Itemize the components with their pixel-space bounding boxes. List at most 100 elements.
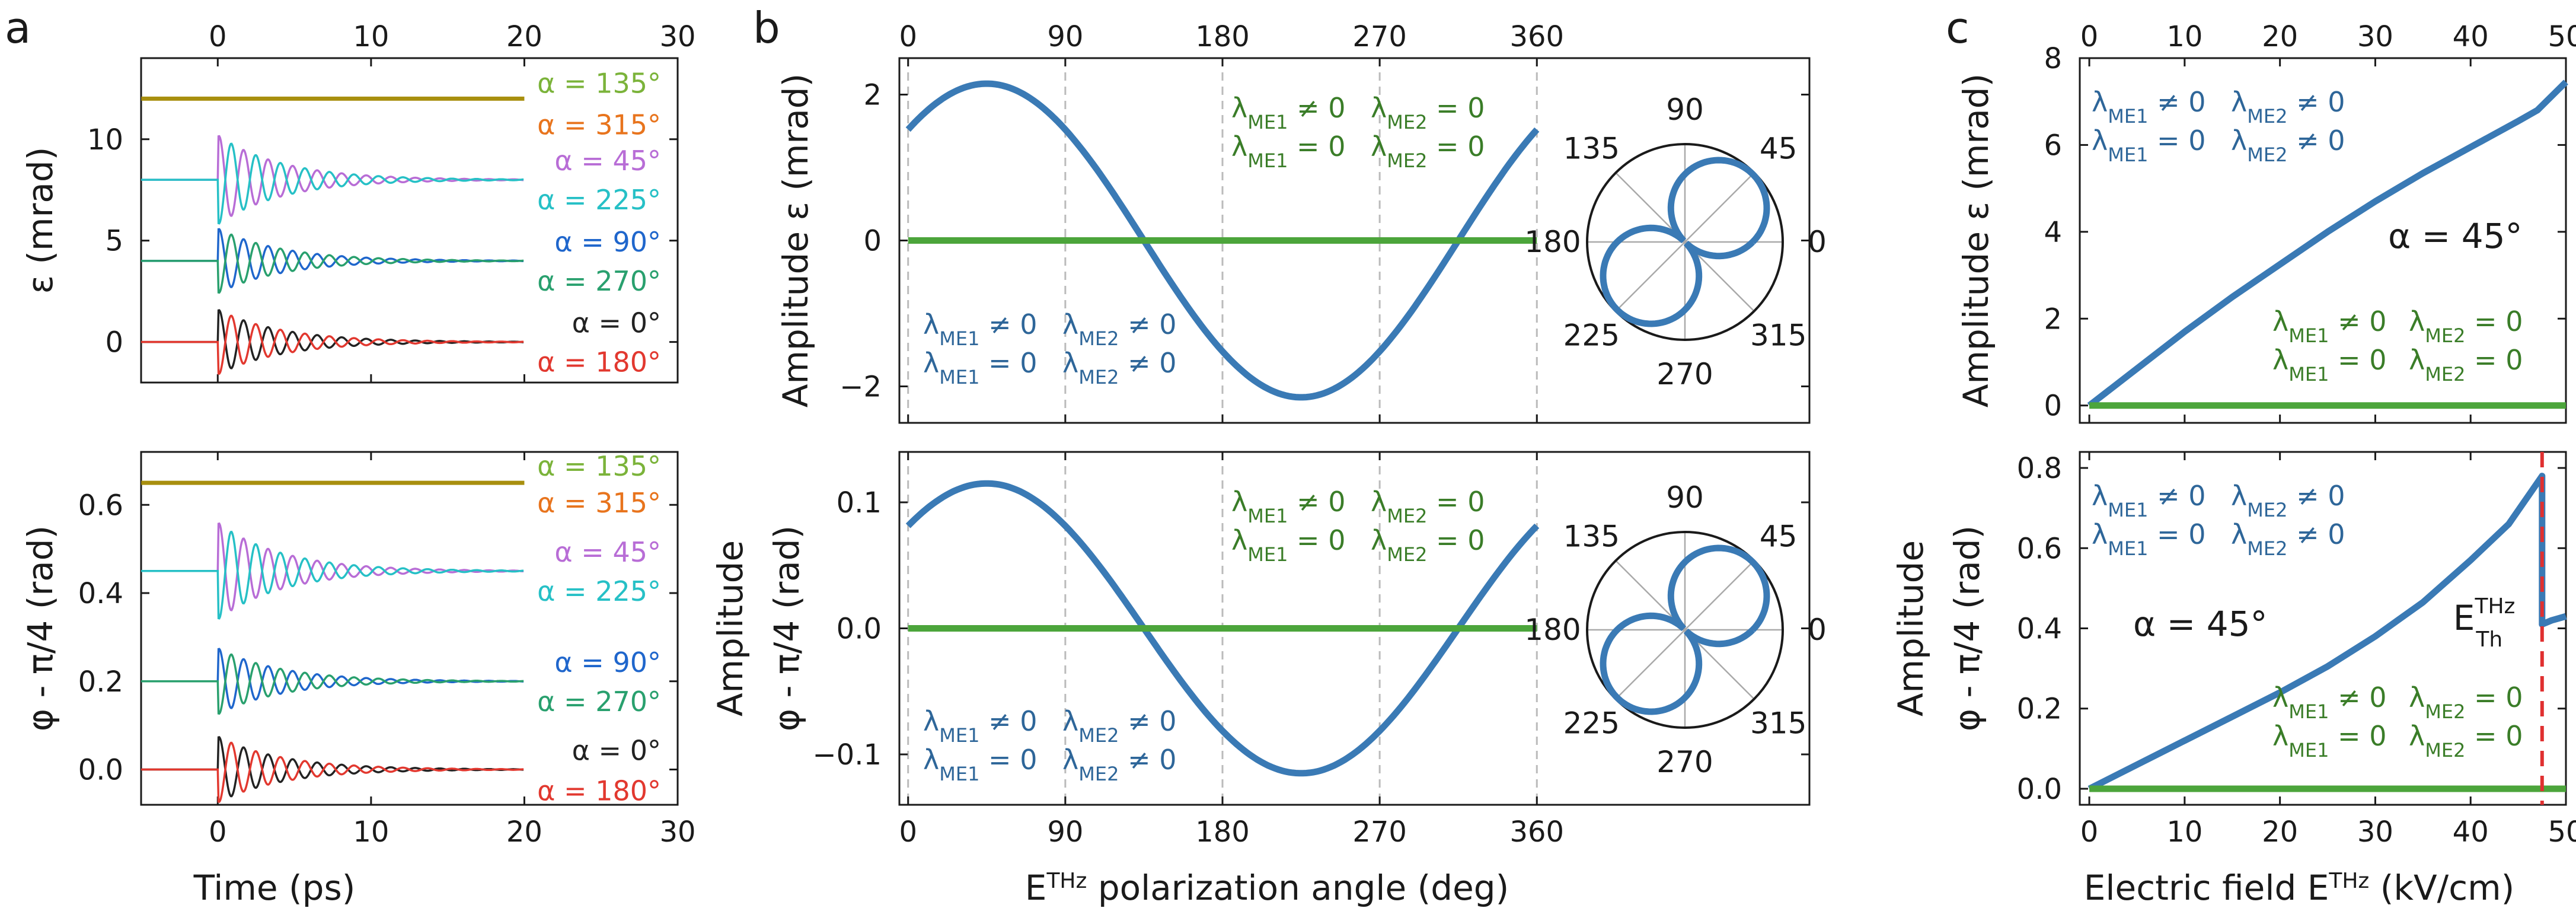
x-top-tick-label: 40 bbox=[2453, 20, 2489, 53]
series-line bbox=[141, 653, 524, 715]
x-tick-label: 0 bbox=[899, 815, 917, 849]
y-tick-label: 6 bbox=[2044, 129, 2062, 162]
lambda-relation: ≠ 0 bbox=[2287, 125, 2345, 157]
lambda-relation: = 0 bbox=[2465, 681, 2523, 713]
lambda-subscript: ME1 bbox=[1247, 543, 1288, 566]
lambda-subscript: ME2 bbox=[2425, 324, 2465, 347]
plot-area: 0 90 180 270 360 −0.1 0.0 0.1 Amplitude φ - π/4 (… bbox=[710, 452, 1827, 908]
lambda-symbol: λ bbox=[2272, 305, 2288, 337]
lambda-subscript: ME2 bbox=[1078, 366, 1119, 388]
lambda-symbol: λ bbox=[1062, 744, 1078, 776]
lambda-annotation: λME1 = 0 bbox=[923, 744, 1037, 785]
polar-angle-label: 90 bbox=[1666, 480, 1704, 515]
lambda-subscript: ME2 bbox=[2425, 739, 2465, 761]
lambda-relation: = 0 bbox=[1427, 524, 1485, 556]
series-line bbox=[905, 480, 1540, 777]
lambda-subscript: ME1 bbox=[939, 366, 979, 388]
lambda-relation: ≠ 0 bbox=[2287, 518, 2345, 550]
polar-angle-label: 180 bbox=[1524, 225, 1581, 259]
polar-angle-label: 315 bbox=[1750, 318, 1806, 353]
y-axis-label: φ - π/4 (rad) bbox=[767, 525, 807, 731]
lambda-relation: = 0 bbox=[2465, 344, 2523, 376]
lambda-symbol: λ bbox=[1371, 486, 1387, 518]
alpha-label: α = 45° bbox=[2388, 216, 2523, 256]
polar-frame bbox=[1586, 531, 1784, 729]
alpha-label: α = 45° bbox=[2133, 604, 2268, 644]
lambda-symbol: λ bbox=[2092, 125, 2108, 157]
y-tick-label: 2 bbox=[863, 79, 882, 112]
plot-area: 0 10 20 30 0.0 0.2 0.4 0.6 α = 135° α = 315° α = 4… bbox=[20, 450, 696, 908]
lambda-symbol: λ bbox=[2231, 480, 2247, 512]
x-tick-label: 50 bbox=[2548, 815, 2576, 849]
lambda-relation: = 0 bbox=[2329, 344, 2386, 376]
lambda-subscript: ME2 bbox=[1387, 543, 1427, 566]
lambda-symbol: λ bbox=[923, 705, 939, 737]
lambda-annotation: λME1 ≠ 0 bbox=[2272, 681, 2386, 723]
polar-spoke bbox=[1615, 172, 1755, 312]
lambda-annotation: λME1 ≠ 0 bbox=[923, 705, 1037, 747]
polar-lobe bbox=[1600, 157, 1770, 327]
y-tick-label: 0.6 bbox=[78, 489, 123, 522]
y-tick-label: 0.1 bbox=[837, 486, 882, 520]
polar-angle-label: 0 bbox=[1808, 225, 1827, 259]
y-tick-label: −0.1 bbox=[812, 738, 882, 772]
lambda-annotation: λME2 ≠ 0 bbox=[2231, 480, 2345, 521]
x-top-tick-label: 180 bbox=[1195, 20, 1250, 53]
x-top-tick-label: 30 bbox=[2357, 20, 2393, 53]
lambda-relation: = 0 bbox=[2148, 125, 2205, 157]
x-top-tick-label: 30 bbox=[659, 20, 695, 53]
lambda-subscript: ME2 bbox=[2247, 144, 2287, 166]
polar-angle-label: 45 bbox=[1760, 131, 1798, 165]
lambda-symbol: λ bbox=[1371, 524, 1387, 556]
polar-angle-label: 180 bbox=[1524, 613, 1581, 647]
lambda-annotation: λME2 ≠ 0 bbox=[2231, 518, 2345, 560]
lambda-symbol: λ bbox=[1062, 347, 1078, 379]
series-line bbox=[141, 522, 524, 611]
y-tick-label: 0.0 bbox=[78, 754, 123, 787]
legend-entry: α = 270° bbox=[537, 686, 661, 718]
x-top-tick-label: 10 bbox=[2166, 20, 2202, 53]
y-axis-label: φ - π/4 (rad) bbox=[1947, 525, 1987, 731]
lambda-subscript: ME2 bbox=[2425, 363, 2465, 385]
polar-angle-label: 225 bbox=[1563, 706, 1620, 741]
lambda-symbol: λ bbox=[1371, 92, 1387, 124]
lambda-annotation: λME2 ≠ 0 bbox=[1062, 347, 1176, 388]
lambda-subscript: ME1 bbox=[1247, 111, 1288, 133]
lambda-symbol: λ bbox=[2231, 125, 2247, 157]
lambda-symbol: λ bbox=[1231, 486, 1247, 518]
lambda-relation: ≠ 0 bbox=[1119, 705, 1176, 737]
legend-entry: α = 0° bbox=[572, 307, 661, 339]
lambda-relation: = 0 bbox=[979, 347, 1037, 379]
series-line bbox=[905, 80, 1540, 401]
series-line bbox=[141, 142, 524, 225]
series-line bbox=[2087, 473, 2567, 792]
lambda-symbol: λ bbox=[923, 744, 939, 776]
lambda-symbol: λ bbox=[1371, 130, 1387, 163]
series-line bbox=[141, 233, 524, 294]
lambda-subscript: ME1 bbox=[2108, 499, 2148, 521]
y-axis-label: Amplitude bbox=[710, 540, 751, 716]
lambda-relation: ≠ 0 bbox=[979, 308, 1037, 340]
polar-angle-label: 135 bbox=[1563, 131, 1620, 165]
polar-frame bbox=[1586, 143, 1784, 341]
panel-label-c: c bbox=[1946, 3, 1969, 53]
y-tick-label: 0.6 bbox=[2017, 532, 2062, 565]
lambda-subscript: ME1 bbox=[939, 724, 979, 747]
legend-entry: α = 180° bbox=[537, 346, 661, 378]
legend-entry: α = 45° bbox=[554, 145, 661, 177]
lambda-subscript: ME1 bbox=[2108, 144, 2148, 166]
x-tick-label: 20 bbox=[2262, 815, 2298, 849]
threshold-sub: Th bbox=[2475, 627, 2502, 652]
lambda-annotation: λME1 = 0 bbox=[2092, 125, 2205, 166]
polar-angle-label: 0 bbox=[1808, 613, 1827, 647]
lambda-annotation: λME1 ≠ 0 bbox=[1231, 92, 1345, 133]
lambda-relation: ≠ 0 bbox=[2148, 480, 2205, 512]
lambda-symbol: λ bbox=[2092, 518, 2108, 550]
x-axis-label-rest: polarization angle (deg) bbox=[1087, 868, 1509, 908]
x-tick-label: 30 bbox=[2357, 815, 2393, 849]
lambda-relation: ≠ 0 bbox=[979, 705, 1037, 737]
lambda-relation: ≠ 0 bbox=[1119, 347, 1176, 379]
